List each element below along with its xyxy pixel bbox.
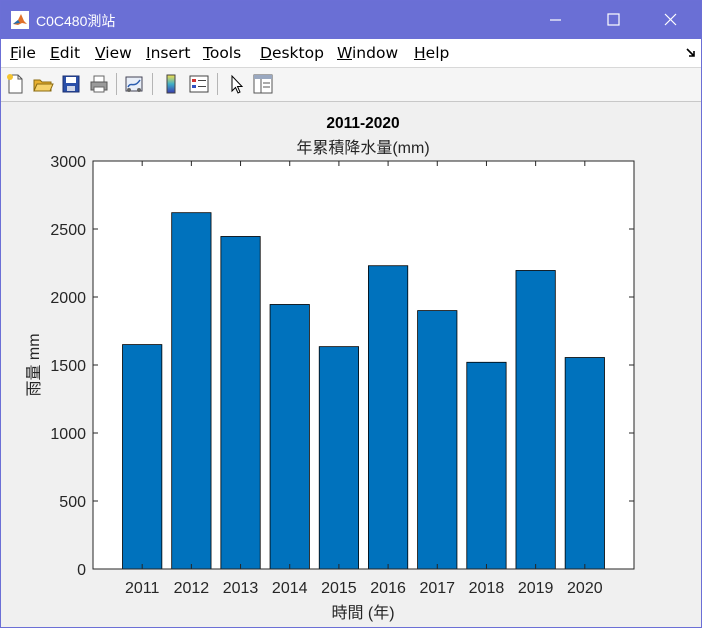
bar-2013	[220, 236, 261, 570]
bar-2011	[122, 344, 163, 570]
bar-2020	[564, 357, 605, 570]
x-tick-label: 2016	[370, 580, 406, 597]
minimize-icon[interactable]	[540, 5, 570, 35]
x-tick-label: 2019	[518, 580, 554, 597]
menu-window[interactable]: Window	[337, 44, 399, 62]
close-icon[interactable]	[655, 5, 685, 35]
axes-box	[92, 160, 635, 570]
y-tick-label: 3000	[50, 154, 86, 171]
chart-subtitle: 年累積降水量(mm)	[296, 139, 429, 157]
y-tick-label: 0	[77, 562, 86, 579]
figure-canvas: 2011-2020 年累積降水量(mm) 2011 2012 2013 2014 201…	[26, 115, 635, 622]
property-inspector-icon[interactable]	[252, 73, 274, 95]
x-tick-label: 2020	[567, 580, 603, 597]
y-tick-label: 500	[59, 494, 86, 511]
bar-group	[122, 212, 605, 570]
y-axis-label: 雨量 mm	[26, 333, 43, 396]
open-file-icon[interactable]	[32, 73, 54, 95]
bar-2016	[368, 265, 409, 570]
y-tick-label: 2000	[50, 290, 86, 307]
menu-tools[interactable]: Tools	[203, 44, 242, 62]
bar-2014	[269, 304, 310, 570]
y-tick-label: 2500	[50, 222, 86, 239]
menu-insert[interactable]: Insert	[146, 44, 191, 62]
toolbar-separator	[152, 73, 153, 95]
menu-file[interactable]: File	[10, 44, 36, 62]
bar-2015	[318, 346, 359, 570]
tick-group: 2011 2012 2013 2014 2015 2016 2017 2018 2019 2020…	[50, 154, 634, 597]
menu-help[interactable]: Help	[414, 44, 450, 62]
insert-colorbar-icon[interactable]	[160, 73, 182, 95]
window-title: C0C480測站	[36, 13, 116, 29]
x-tick-label: 2013	[223, 580, 259, 597]
print-icon[interactable]	[88, 73, 110, 95]
save-icon[interactable]	[60, 73, 82, 95]
menu-desktop[interactable]: Desktop	[260, 44, 324, 62]
menu-bar: File Edit View Insert Tools Desktop Wind…	[1, 39, 701, 68]
insert-legend-icon[interactable]	[188, 73, 210, 95]
dock-arrow-icon[interactable]	[685, 47, 697, 59]
menu-view[interactable]: View	[95, 44, 132, 62]
maximize-icon[interactable]	[598, 5, 628, 35]
bar-2018	[466, 361, 507, 570]
y-tick-label: 1000	[50, 426, 86, 443]
toolbar	[1, 68, 701, 102]
x-axis-label: 時間 (年)	[331, 604, 394, 622]
x-tick-label: 2011	[125, 580, 160, 597]
x-tick-label: 2015	[321, 580, 357, 597]
x-tick-label: 2014	[272, 580, 308, 597]
toolbar-separator	[217, 73, 218, 95]
x-tick-label: 2017	[419, 580, 455, 597]
menu-edit[interactable]: Edit	[50, 44, 81, 62]
x-tick-label: 2012	[174, 580, 210, 597]
matlab-logo-icon	[11, 11, 29, 29]
bar-2019	[515, 270, 556, 570]
link-plot-icon[interactable]	[123, 73, 145, 95]
new-figure-icon[interactable]	[5, 73, 27, 95]
title-bar: C0C480測站	[1, 1, 701, 39]
chart-title: 2011-2020	[326, 115, 399, 132]
bar-2012	[171, 212, 212, 570]
x-tick-label: 2018	[469, 580, 505, 597]
bar-2017	[417, 310, 458, 570]
edit-plot-icon[interactable]	[225, 73, 247, 95]
toolbar-separator	[116, 73, 117, 95]
y-tick-label: 1500	[50, 358, 86, 375]
